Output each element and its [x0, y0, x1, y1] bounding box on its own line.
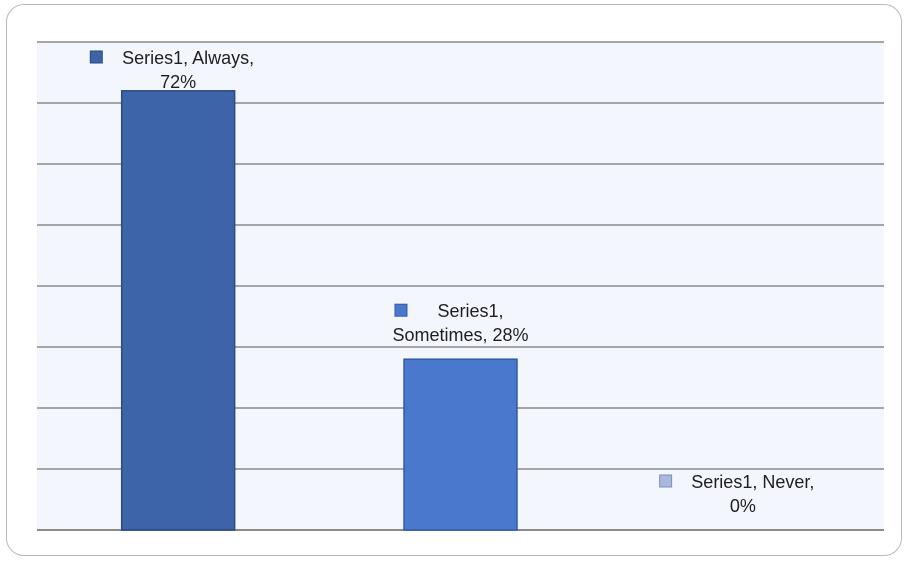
- data-label-never: Series1, Never, 0%: [659, 472, 814, 516]
- data-label-always: Series1, Always, 72%: [89, 48, 254, 92]
- data-label-line2: 0%: [730, 496, 756, 516]
- data-label-line2: 72%: [160, 72, 196, 92]
- bar-always: [120, 90, 236, 531]
- data-labels: Series1, Always, 72% Series1, Sometimes, 28…: [89, 48, 814, 516]
- data-label-line1: Series1,: [437, 301, 503, 321]
- data-label-sometimes: Series1, Sometimes, 28%: [392, 301, 528, 345]
- legend-key-sometimes: [394, 303, 408, 317]
- chart-frame: Series1, Always, 72% Series1, Sometimes, 28…: [6, 4, 902, 556]
- bar-sometimes: [403, 358, 518, 531]
- data-label-line1: Series1, Always,: [122, 48, 254, 68]
- bars: [120, 90, 518, 531]
- bar-chart: Series1, Always, 72% Series1, Sometimes, 28…: [37, 41, 884, 531]
- legend-key-always: [89, 50, 103, 64]
- legend-key-never: [659, 474, 673, 488]
- data-label-line2: Sometimes, 28%: [392, 325, 528, 345]
- data-label-line1: Series1, Never,: [691, 472, 814, 492]
